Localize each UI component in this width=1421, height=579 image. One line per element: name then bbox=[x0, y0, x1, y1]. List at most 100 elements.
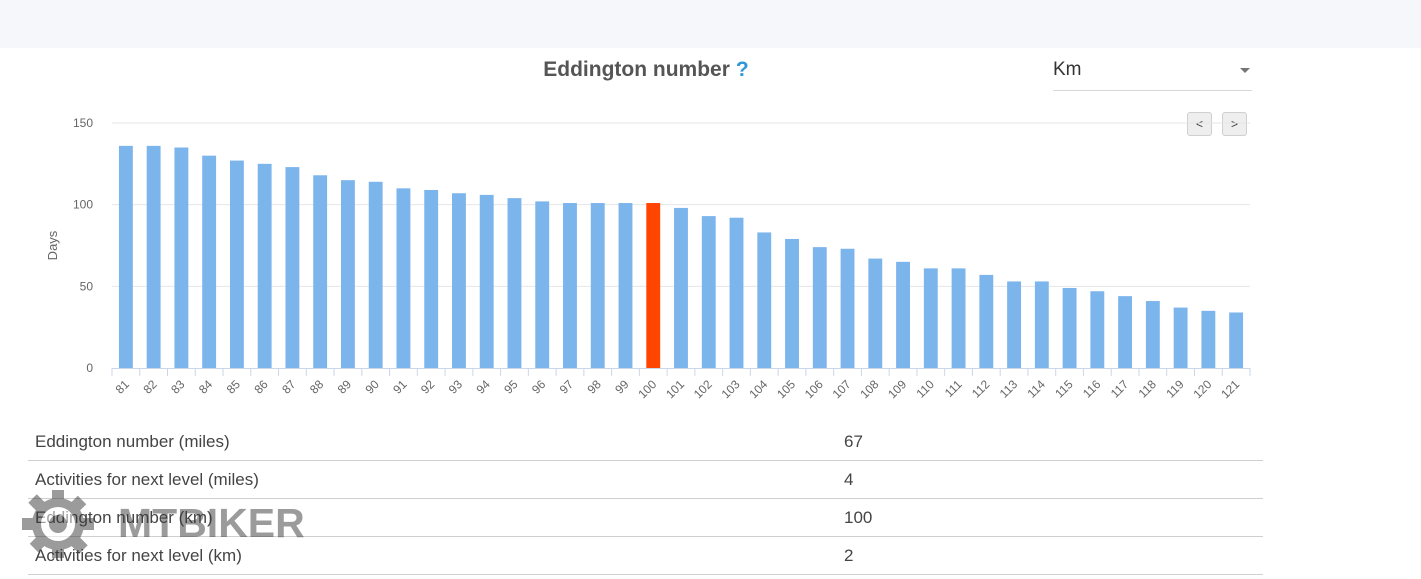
stat-label: Eddington number (miles) bbox=[35, 431, 230, 451]
bar-93 bbox=[452, 193, 466, 368]
bar-118 bbox=[1145, 301, 1160, 368]
x-tick-label: 95 bbox=[501, 377, 521, 397]
x-tick-label: 88 bbox=[307, 377, 327, 397]
bar-107 bbox=[840, 248, 855, 368]
unit-select-value: Km bbox=[1053, 59, 1082, 80]
bar-84 bbox=[202, 155, 217, 368]
x-tick-label: 109 bbox=[885, 377, 909, 401]
bar-87 bbox=[285, 167, 300, 368]
x-tick-label: 104 bbox=[746, 377, 770, 401]
next-button[interactable]: > bbox=[1222, 112, 1247, 136]
x-tick-label: 120 bbox=[1190, 377, 1214, 401]
stat-label: Eddington number (km) bbox=[28, 498, 835, 537]
x-tick-label: 87 bbox=[279, 377, 299, 397]
x-tick-label: 92 bbox=[418, 377, 438, 397]
y-tick-label: 100 bbox=[73, 198, 93, 212]
bar-106 bbox=[812, 247, 827, 368]
bar-113 bbox=[1007, 281, 1022, 368]
bar-116 bbox=[1090, 291, 1105, 368]
table-row: Activities for next level (miles) 4 bbox=[28, 460, 1263, 499]
x-tick-label: 93 bbox=[446, 377, 466, 397]
x-tick-label: 90 bbox=[362, 377, 382, 397]
x-tick-label: 100 bbox=[635, 377, 659, 401]
x-tick-label: 85 bbox=[224, 377, 244, 397]
help-icon[interactable]: ? bbox=[735, 58, 749, 81]
bar-82 bbox=[146, 145, 161, 368]
bar-102 bbox=[701, 216, 716, 368]
bar-96 bbox=[535, 201, 550, 368]
x-tick-label: 103 bbox=[719, 377, 743, 401]
bar-98 bbox=[590, 203, 605, 368]
bar-94 bbox=[479, 194, 494, 368]
x-tick-label: 97 bbox=[557, 377, 577, 397]
bar-91 bbox=[396, 188, 411, 368]
bar-97 bbox=[563, 203, 577, 368]
stat-label: Activities for next level (km) bbox=[28, 536, 835, 575]
x-tick-label: 94 bbox=[473, 377, 493, 397]
bar-117 bbox=[1118, 296, 1133, 368]
x-tick-label: 113 bbox=[997, 377, 1021, 401]
stat-value: 2 bbox=[835, 536, 1263, 575]
x-tick-label: 84 bbox=[196, 377, 216, 397]
x-tick-label: 118 bbox=[1136, 377, 1160, 401]
bar-101 bbox=[674, 207, 688, 368]
chart-title: Eddington number? bbox=[0, 58, 1292, 82]
bar-111 bbox=[951, 268, 966, 368]
x-tick-label: 96 bbox=[529, 377, 549, 397]
bar-88 bbox=[313, 175, 328, 368]
bar-89 bbox=[340, 180, 355, 368]
x-tick-label: 107 bbox=[830, 377, 854, 401]
x-tick-label: 106 bbox=[802, 377, 826, 401]
bar-105 bbox=[785, 238, 799, 368]
x-tick-label: 101 bbox=[663, 377, 687, 401]
stat-value: 67 bbox=[844, 431, 863, 451]
bar-119 bbox=[1173, 307, 1188, 368]
bar-95 bbox=[507, 198, 522, 368]
table-row: Eddington number (miles) 67 bbox=[28, 423, 1263, 461]
table-row: Activities for next level (km) 2 bbox=[28, 536, 1263, 575]
x-tick-label: 82 bbox=[140, 377, 160, 397]
bar-104 bbox=[757, 232, 772, 368]
stat-value: 4 bbox=[835, 460, 1263, 499]
table-row: Eddington number (km) 100 bbox=[28, 498, 1263, 537]
x-tick-label: 99 bbox=[612, 377, 632, 397]
bar-109 bbox=[896, 261, 910, 368]
x-tick-label: 98 bbox=[585, 377, 605, 397]
bar-110 bbox=[923, 268, 938, 368]
bar-120 bbox=[1201, 310, 1216, 368]
x-tick-label: 117 bbox=[1108, 377, 1132, 401]
stat-label: Activities for next level (miles) bbox=[28, 460, 835, 499]
bar-92 bbox=[424, 189, 439, 368]
x-tick-label: 108 bbox=[857, 377, 881, 401]
bar-114 bbox=[1034, 281, 1049, 368]
x-tick-label: 115 bbox=[1052, 377, 1076, 401]
bar-112 bbox=[979, 274, 994, 368]
chart-title-text: Eddington number bbox=[543, 58, 730, 81]
x-tick-label: 116 bbox=[1080, 377, 1104, 401]
x-tick-label: 114 bbox=[1025, 377, 1049, 401]
stats-table: Eddington number (miles) 67 Activities f… bbox=[28, 423, 1263, 575]
bar-90 bbox=[368, 181, 383, 368]
x-tick-label: 121 bbox=[1218, 377, 1242, 401]
x-tick-label: 112 bbox=[969, 377, 993, 401]
x-tick-label: 102 bbox=[691, 377, 715, 401]
eddington-bar-chart: 0 50 100 150 Days 81 82 83 84 85 86 87 88 89 90 91 92 93 9… bbox=[45, 116, 1251, 401]
stat-value: 100 bbox=[835, 498, 1263, 537]
y-axis-title: Days bbox=[45, 230, 60, 260]
bar-83 bbox=[174, 147, 189, 368]
bar-85 bbox=[229, 160, 244, 368]
prev-button[interactable]: < bbox=[1187, 112, 1212, 136]
x-tick-label: 110 bbox=[913, 377, 937, 401]
x-tick-label: 119 bbox=[1163, 377, 1187, 401]
unit-select[interactable]: Km bbox=[1053, 54, 1252, 91]
bar-86 bbox=[257, 163, 272, 368]
bar-81 bbox=[118, 145, 133, 368]
x-tick-label: 89 bbox=[335, 377, 355, 397]
x-tick-label: 86 bbox=[251, 377, 271, 397]
bar-108 bbox=[868, 258, 883, 368]
bar-100 bbox=[646, 203, 661, 368]
bar-99 bbox=[618, 203, 633, 368]
bar-121 bbox=[1229, 312, 1244, 368]
y-tick-label: 0 bbox=[86, 361, 93, 375]
x-tick-label: 105 bbox=[774, 377, 798, 401]
